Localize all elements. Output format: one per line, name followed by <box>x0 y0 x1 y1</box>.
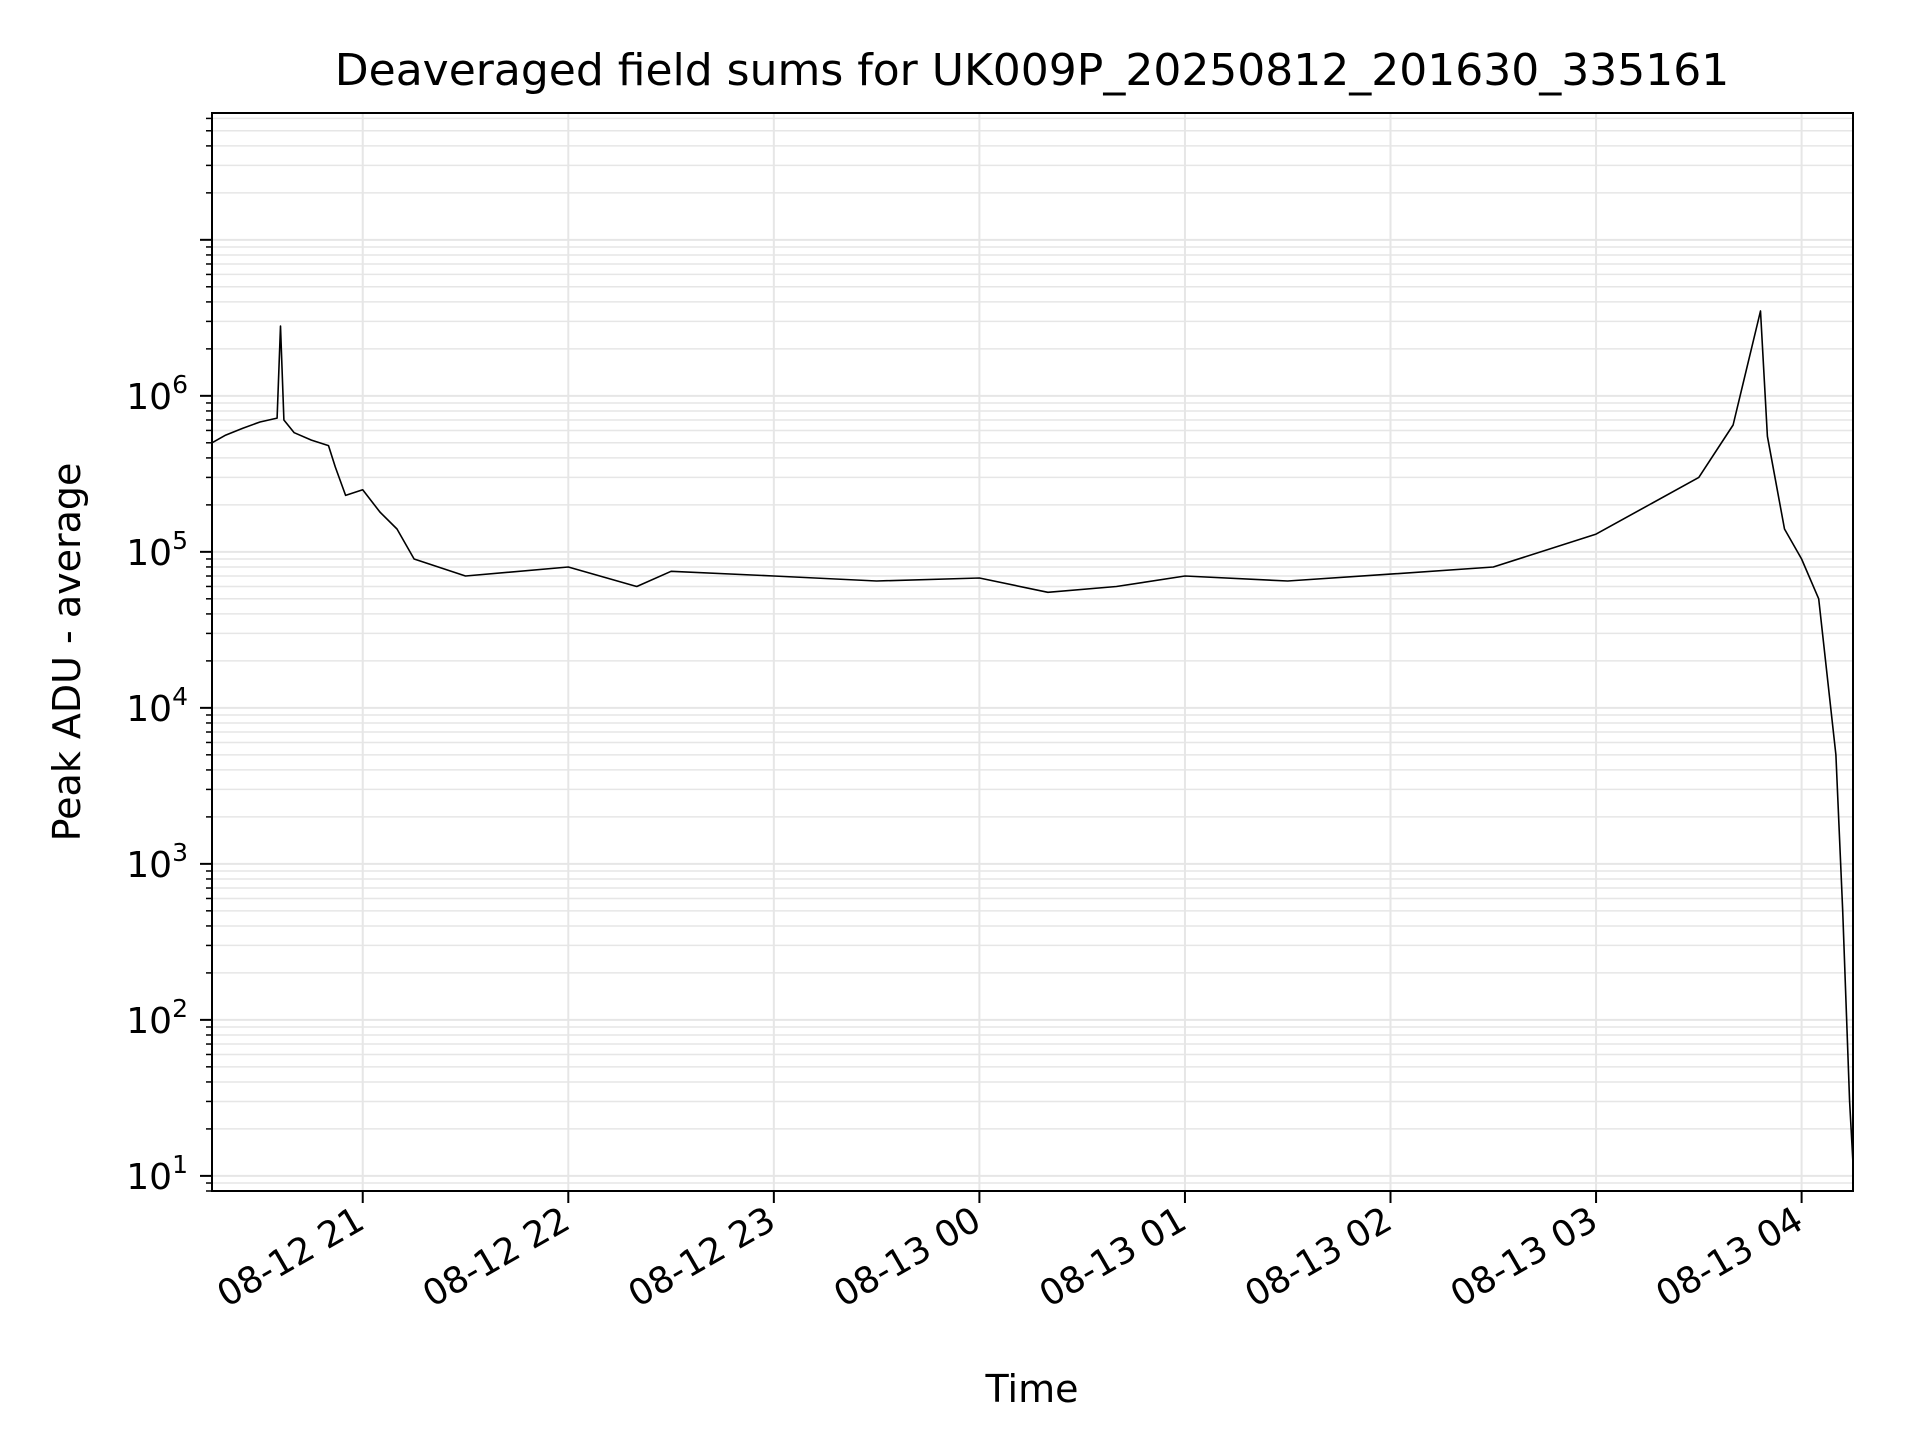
plot-frame <box>211 112 1854 1192</box>
y-tick-label: 106 <box>126 370 188 418</box>
y-tick-label: 105 <box>126 526 188 574</box>
series-line-0 <box>211 310 1854 1164</box>
y-tick-label: 101 <box>126 1150 188 1198</box>
y-axis-label: Peak ADU - average <box>45 463 89 842</box>
grid <box>212 113 1853 1192</box>
y-tick-label: 103 <box>126 838 188 886</box>
series-layer <box>211 310 1854 1164</box>
y-axis: 101 102 103 104 105 106 <box>126 117 212 1198</box>
x-axis-label: Time <box>985 1367 1079 1411</box>
y-tick-label: 104 <box>126 682 188 730</box>
chart-title: Deaveraged field sums for UK009P_2025081… <box>335 45 1729 96</box>
y-tick-label: 102 <box>126 994 188 1042</box>
